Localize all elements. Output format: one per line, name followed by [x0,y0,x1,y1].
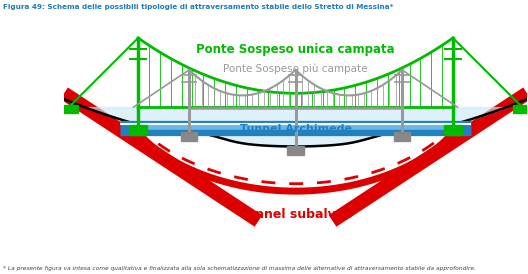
Text: Tunnel subalveo: Tunnel subalveo [239,208,352,221]
Bar [287,147,304,155]
Bar [64,105,78,113]
Bar [513,105,527,113]
Text: Figura 49: Schema delle possibili tipologie di attraversamento stabile dello Str: Figura 49: Schema delle possibili tipolo… [3,4,393,10]
Bar [444,125,462,135]
Text: Ponte Sospeso unica campata: Ponte Sospeso unica campata [196,43,395,56]
Bar [394,132,410,141]
Text: Tunnel Archimede: Tunnel Archimede [240,124,352,135]
Bar [181,132,197,141]
Bar [129,125,147,135]
Text: Ponte Sospeso più campate: Ponte Sospeso più campate [223,64,368,74]
Text: * La presente figura va intesa come qualitativa e finalizzata alla sola schemati: * La presente figura va intesa come qual… [3,266,476,271]
